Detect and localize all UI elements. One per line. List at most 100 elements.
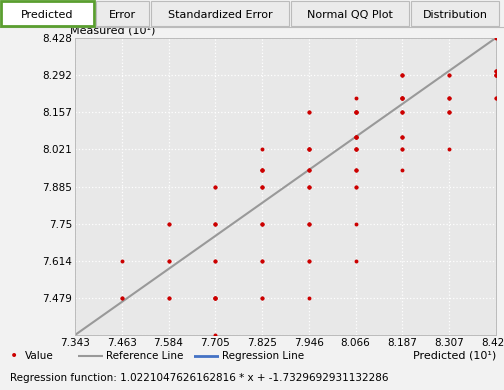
Point xyxy=(212,258,220,264)
Point xyxy=(399,134,407,140)
Point xyxy=(399,146,407,152)
Point xyxy=(212,258,220,264)
Point xyxy=(351,167,359,173)
Point xyxy=(399,109,407,115)
Text: •: • xyxy=(10,349,18,363)
Point xyxy=(399,94,407,101)
Point xyxy=(351,258,359,264)
Point xyxy=(212,183,220,190)
Point xyxy=(305,146,313,152)
Point xyxy=(492,72,500,78)
Point xyxy=(399,94,407,101)
Point xyxy=(351,109,359,115)
Point xyxy=(351,109,359,115)
Text: Error: Error xyxy=(109,10,136,20)
Point xyxy=(399,72,407,78)
Point xyxy=(399,134,407,140)
Point xyxy=(305,220,313,227)
Point xyxy=(399,94,407,101)
Point xyxy=(351,134,359,140)
Point xyxy=(258,258,266,264)
Point xyxy=(351,94,359,101)
Text: Normal QQ Plot: Normal QQ Plot xyxy=(307,10,393,20)
Point xyxy=(212,332,220,338)
Point xyxy=(351,146,359,152)
Point xyxy=(445,94,453,101)
Point xyxy=(258,167,266,173)
Point xyxy=(351,146,359,152)
Point xyxy=(492,68,500,74)
Point xyxy=(492,72,500,78)
Text: Measured (10¹): Measured (10¹) xyxy=(70,26,155,36)
Point xyxy=(258,146,266,152)
Point xyxy=(399,94,407,101)
Point xyxy=(305,220,313,227)
Point xyxy=(164,258,172,264)
Point xyxy=(212,294,220,301)
Point xyxy=(492,68,500,74)
Point xyxy=(351,146,359,152)
Point xyxy=(399,134,407,140)
Point xyxy=(305,109,313,115)
Point xyxy=(351,134,359,140)
Point xyxy=(212,294,220,301)
Point xyxy=(351,109,359,115)
Text: Regression Line: Regression Line xyxy=(222,351,304,361)
Point xyxy=(399,146,407,152)
Text: Reference Line: Reference Line xyxy=(106,351,183,361)
Point xyxy=(305,258,313,264)
Point xyxy=(305,294,313,301)
Point xyxy=(351,134,359,140)
Point xyxy=(351,167,359,173)
Point xyxy=(351,134,359,140)
Point xyxy=(492,72,500,78)
Point xyxy=(212,220,220,227)
Point xyxy=(212,294,220,301)
Point xyxy=(305,220,313,227)
Text: Regression function: 1.0221047626162816 * x + -1.7329692931132286: Regression function: 1.0221047626162816 … xyxy=(10,373,389,383)
Point xyxy=(492,35,500,41)
Point xyxy=(258,183,266,190)
Point xyxy=(117,294,125,301)
Point xyxy=(399,167,407,173)
Point xyxy=(305,146,313,152)
Point xyxy=(445,109,453,115)
Point xyxy=(351,167,359,173)
Point xyxy=(305,109,313,115)
Point xyxy=(351,183,359,190)
Point xyxy=(305,258,313,264)
Point xyxy=(445,94,453,101)
Text: Value: Value xyxy=(25,351,54,361)
Point xyxy=(212,294,220,301)
Point xyxy=(164,220,172,227)
Text: Distribution: Distribution xyxy=(422,10,487,20)
Point xyxy=(305,167,313,173)
Point xyxy=(258,167,266,173)
Point xyxy=(305,183,313,190)
Point xyxy=(258,183,266,190)
Point xyxy=(305,146,313,152)
Point xyxy=(305,146,313,152)
Point xyxy=(258,220,266,227)
Point xyxy=(492,68,500,74)
Point xyxy=(445,109,453,115)
Point xyxy=(258,258,266,264)
Point xyxy=(164,294,172,301)
Point xyxy=(305,167,313,173)
Point xyxy=(351,134,359,140)
Point xyxy=(258,167,266,173)
Point xyxy=(258,294,266,301)
Point xyxy=(445,94,453,101)
Point xyxy=(492,94,500,101)
Point xyxy=(164,258,172,264)
Text: Predicted (10¹): Predicted (10¹) xyxy=(413,351,496,361)
Point xyxy=(351,183,359,190)
Point xyxy=(445,72,453,78)
Text: Predicted: Predicted xyxy=(21,10,74,20)
Point xyxy=(445,109,453,115)
Text: Standardized Error: Standardized Error xyxy=(168,10,272,20)
Point xyxy=(445,72,453,78)
Point xyxy=(212,294,220,301)
Point xyxy=(351,109,359,115)
Point xyxy=(117,294,125,301)
